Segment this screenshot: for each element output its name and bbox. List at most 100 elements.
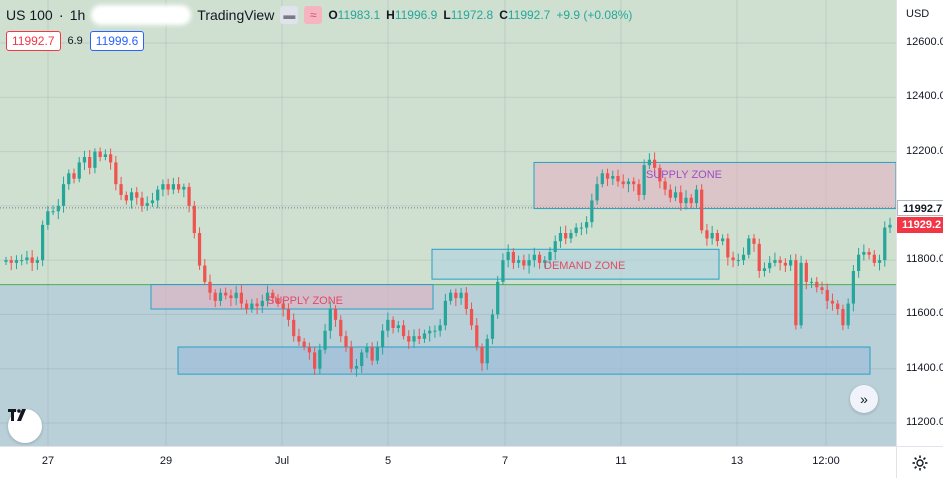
- candle-body: [705, 230, 709, 239]
- candle-body: [312, 352, 317, 369]
- candle-body: [611, 176, 615, 179]
- candle-body: [762, 268, 767, 271]
- tradingview-logo-icon[interactable]: [8, 409, 42, 443]
- candle-body: [375, 347, 380, 361]
- candle-body: [752, 238, 756, 244]
- candle-body: [360, 352, 364, 366]
- candle-body: [396, 325, 400, 328]
- candle-body: [56, 205, 60, 212]
- price-tick-label: 12600.0: [906, 36, 943, 48]
- currency-label[interactable]: USD: [906, 8, 930, 20]
- candle-body: [757, 243, 761, 271]
- candle-body: [187, 186, 191, 206]
- candle-body: [527, 260, 531, 266]
- candle-body: [579, 227, 584, 229]
- candle-body: [349, 347, 353, 369]
- candle-body: [239, 292, 244, 304]
- candle-body: [605, 173, 610, 179]
- candle-body: [621, 181, 625, 185]
- candle-body: [77, 162, 81, 179]
- candle-body: [679, 192, 683, 204]
- time-tick-label: Jul: [274, 455, 290, 467]
- platform-name: TradingView: [197, 7, 275, 23]
- candle-body: [129, 192, 134, 201]
- time-tick-label: 12:00: [812, 455, 840, 467]
- candle-body: [778, 260, 782, 263]
- candle-body: [82, 157, 87, 163]
- candle-body: [250, 303, 254, 309]
- candle-body: [88, 157, 92, 168]
- candle-body: [234, 292, 238, 299]
- candle-body: [564, 233, 568, 239]
- candle-body: [590, 200, 594, 223]
- change-value: +9.9 (+0.08%): [556, 8, 633, 22]
- spread-value: 6.9: [67, 35, 83, 47]
- price-tick-label: 11400.0: [906, 361, 943, 374]
- candle-body: [668, 189, 672, 198]
- candle-body: [192, 205, 196, 233]
- hide-legend-icon[interactable]: ▬: [280, 6, 299, 24]
- double-chevron-right-icon[interactable]: »: [850, 385, 878, 413]
- candle-body: [124, 195, 128, 201]
- candle-body: [176, 184, 181, 190]
- candle-body: [647, 159, 652, 166]
- time-axis[interactable]: 27 29 Jul 5 7 11 13 12:00: [0, 446, 896, 478]
- candle-body: [820, 287, 824, 290]
- sell-price-button[interactable]: 11992.7: [6, 31, 61, 51]
- candle-body: [537, 254, 542, 263]
- candle-body: [773, 260, 777, 263]
- candle-body: [663, 181, 667, 190]
- candle-body: [135, 192, 139, 198]
- candle-body: [9, 260, 13, 263]
- interval-label[interactable]: 1h: [69, 7, 86, 23]
- candle-body: [856, 254, 861, 271]
- low-key: L: [443, 8, 451, 22]
- candle-body: [448, 292, 453, 301]
- candle-body: [4, 260, 8, 262]
- price-tick-label: 12200.0: [906, 144, 943, 157]
- time-tick-label: 13: [730, 455, 744, 467]
- supply-zone-2: [533, 161, 896, 210]
- symbol-name[interactable]: US 100: [6, 7, 53, 23]
- close-key: C: [499, 8, 508, 22]
- candle-body: [543, 260, 547, 263]
- candle-body: [715, 233, 720, 242]
- time-tick-label: 27: [41, 455, 55, 467]
- candle-body: [632, 181, 636, 185]
- separator-dot: ·: [58, 6, 64, 24]
- candle-body: [98, 151, 102, 157]
- background-upper: [0, 0, 896, 285]
- candle-body: [485, 338, 489, 364]
- compare-icon[interactable]: ≈: [304, 6, 323, 24]
- candle-body: [25, 257, 29, 261]
- candle-body: [433, 330, 437, 332]
- candle-body: [114, 162, 118, 185]
- chart-svg[interactable]: [0, 0, 896, 446]
- candle-body: [443, 300, 448, 326]
- gear-icon[interactable]: [896, 446, 943, 478]
- candle-body: [673, 192, 678, 198]
- chart-plot-area[interactable]: SUPPLY ZONE DEMAND ZONE SUPPLY ZONE US 1…: [0, 0, 896, 446]
- candle-body: [496, 281, 500, 315]
- candle-body: [401, 325, 406, 337]
- candle-body: [689, 197, 693, 204]
- candle-body: [417, 336, 421, 339]
- high-key: H: [386, 8, 395, 22]
- candle-body: [166, 184, 170, 190]
- candle-body: [804, 262, 808, 282]
- chart-legend: US 100 · 1h TradingView ▬ ≈ O11983.1 H11…: [6, 5, 632, 63]
- candle-body: [412, 336, 416, 342]
- price-axis[interactable]: USD 12600.012400.012200.012000.011800.01…: [896, 0, 943, 446]
- buy-price-button[interactable]: 11999.6: [89, 31, 145, 51]
- candle-body: [318, 349, 322, 369]
- candle-body: [490, 314, 495, 339]
- candle-body: [161, 184, 165, 190]
- candle-body: [862, 252, 866, 255]
- candle-body: [700, 189, 704, 231]
- current-price-tag: 11992.7: [897, 199, 943, 216]
- candle-body: [365, 347, 369, 353]
- candle-body: [328, 309, 332, 331]
- candle-body: [46, 211, 50, 225]
- candle-body: [255, 303, 259, 307]
